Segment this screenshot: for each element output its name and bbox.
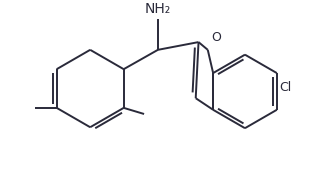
Text: O: O: [212, 31, 222, 44]
Text: NH₂: NH₂: [145, 2, 171, 16]
Text: Cl: Cl: [280, 81, 292, 94]
